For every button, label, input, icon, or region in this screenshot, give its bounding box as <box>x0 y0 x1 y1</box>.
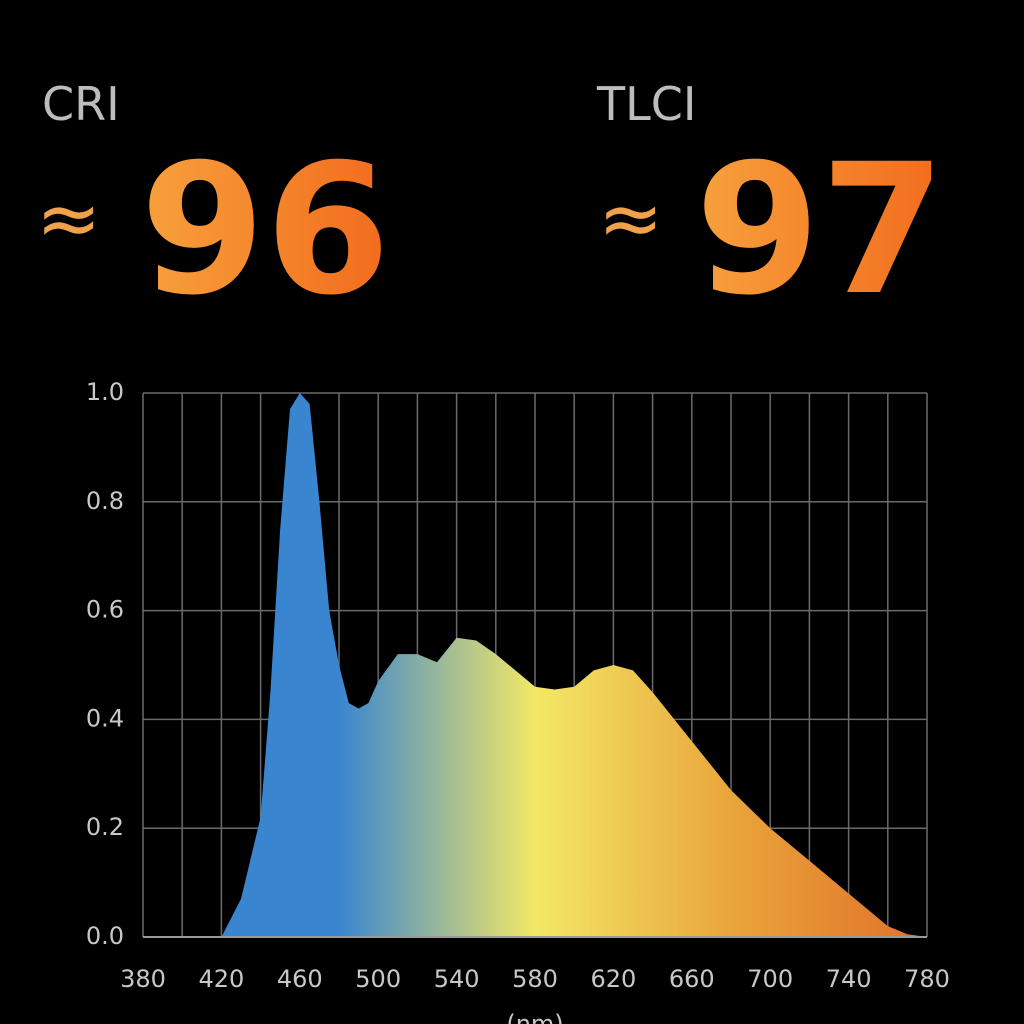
x-axis-label: (nm) <box>506 1010 563 1024</box>
x-tick-label: 780 <box>904 965 950 993</box>
x-tick-label: 620 <box>590 965 636 993</box>
y-tick-label: 0.8 <box>86 487 124 515</box>
metric-value: 97 <box>695 126 946 335</box>
metric-approx: ≈ <box>598 174 663 264</box>
y-tick-label: 1.0 <box>86 378 124 406</box>
spectrum-area <box>221 393 927 937</box>
x-tick-label: 660 <box>669 965 715 993</box>
y-tick-label: 0.2 <box>86 813 124 841</box>
metric-value: 96 <box>140 126 391 335</box>
x-tick-label: 740 <box>826 965 872 993</box>
y-tick-label: 0.4 <box>86 704 124 732</box>
x-tick-label: 380 <box>120 965 166 993</box>
metric-label: CRI <box>42 77 120 131</box>
y-tick-label: 0.0 <box>86 922 124 950</box>
metric-approx: ≈ <box>36 174 101 264</box>
y-tick-label: 0.6 <box>86 596 124 624</box>
x-tick-label: 540 <box>434 965 480 993</box>
x-tick-label: 700 <box>747 965 793 993</box>
x-tick-label: 460 <box>277 965 323 993</box>
x-tick-label: 500 <box>355 965 401 993</box>
x-tick-label: 580 <box>512 965 558 993</box>
metric-label: TLCI <box>596 77 696 131</box>
x-tick-label: 420 <box>198 965 244 993</box>
